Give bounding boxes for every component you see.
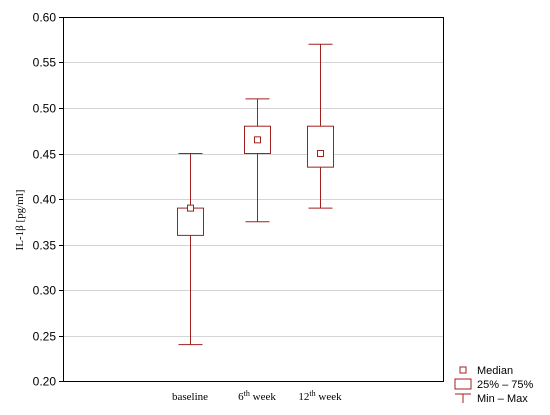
iqr-box-2 [307, 125, 334, 168]
y-tick-label-0: 0.20 [33, 375, 57, 389]
legend-label-whisker: Min – Max [477, 393, 528, 405]
plot-border [63, 17, 444, 382]
plot-frame [63, 17, 444, 382]
median-marker-0 [187, 204, 194, 212]
x-category-label-2: 12th week [298, 389, 342, 403]
median-marker-1 [254, 136, 261, 144]
y-tick-label-6: 0.50 [33, 102, 57, 116]
y-tick-label-2: 0.30 [33, 284, 57, 298]
y-tick-label-5: 0.45 [33, 148, 57, 162]
x-category-label-0: baseline [172, 391, 208, 403]
x-category-label-1: 6th week [238, 389, 276, 403]
legend-box-symbol [454, 378, 472, 390]
box-2 [307, 43, 334, 209]
legend-label-median: Median [477, 365, 513, 377]
y-axis-label: IL-1β [pg/ml] [14, 190, 26, 251]
y-tick-label-4: 0.40 [33, 193, 57, 207]
y-tick-label-8: 0.60 [33, 11, 57, 25]
grid-layer [63, 62, 443, 337]
median-marker-2 [317, 150, 324, 157]
x-axis-labels: baseline 6th week 12th week [172, 389, 342, 403]
legend-item-median: Median [459, 365, 513, 377]
legend-median-symbol [459, 366, 467, 374]
iqr-box-0 [177, 207, 204, 236]
box-1 [244, 98, 271, 223]
y-tick-label-7: 0.55 [33, 56, 57, 70]
y-axis-ticks: 0.20 0.25 0.30 0.35 0.40 0.45 0.50 0.55 0.60 [33, 11, 63, 389]
box-0 [177, 153, 204, 346]
box-plot-series [177, 43, 334, 346]
legend-item-box: 25% – 75% [454, 378, 533, 391]
legend-item-whisker: Min – Max [455, 393, 528, 405]
legend: Median 25% – 75% Min – Max [454, 365, 533, 405]
y-tick-label-1: 0.25 [33, 330, 57, 344]
legend-label-box: 25% – 75% [477, 379, 533, 391]
y-tick-label-3: 0.35 [33, 239, 57, 253]
